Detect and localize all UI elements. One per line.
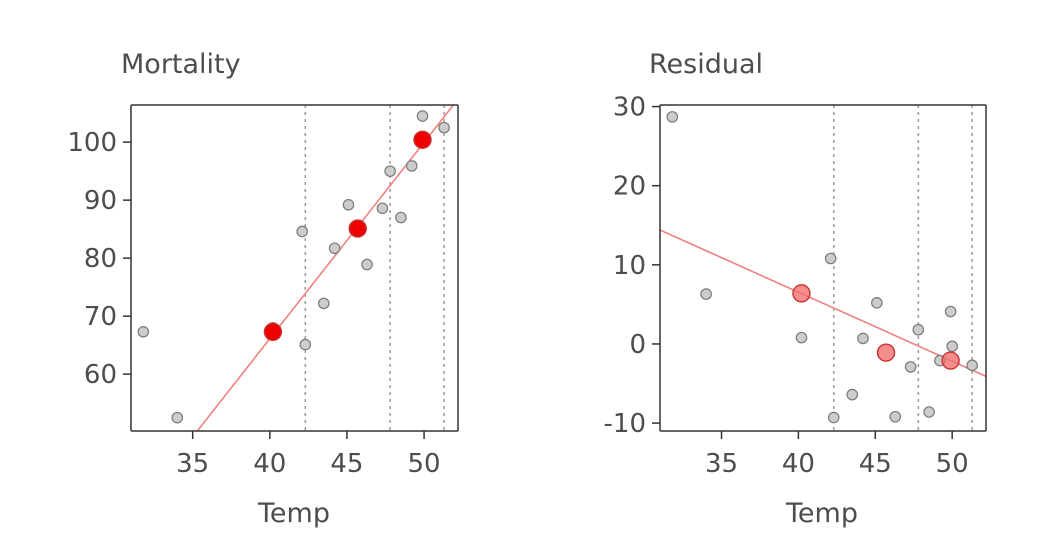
residual-point: [824, 252, 837, 265]
mortality-point: [361, 258, 373, 271]
residual-point: [946, 340, 958, 353]
mortality-highlight-point: [263, 322, 283, 342]
residual-title: Residual: [649, 49, 763, 80]
residual-y-tick-label: -10: [604, 409, 646, 439]
residual-point: [944, 305, 957, 318]
residual-y-tick-label: 20: [613, 172, 646, 202]
mortality-x-tick-label: 50: [408, 449, 441, 479]
residual-x-tick-label: 40: [782, 449, 815, 479]
residual-y-tick-label: 30: [613, 93, 646, 123]
residual-point: [966, 359, 978, 372]
residual-point: [846, 388, 859, 401]
residual-panel: Residual Temp 35 40 45 50 -10 0 10 20 30: [604, 49, 987, 529]
mortality-point: [395, 211, 407, 224]
mortality-fit-line: [196, 105, 455, 431]
mortality-highlight-point: [413, 130, 432, 150]
mortality-point: [416, 110, 429, 122]
mortality-highlight-point: [348, 219, 367, 238]
mortality-point: [296, 225, 309, 238]
residual-point: [912, 323, 925, 336]
mortality-x-tick-label: 35: [176, 449, 209, 479]
residual-y-tick-label: 10: [613, 251, 646, 281]
mortality-point: [405, 160, 418, 172]
mortality-x-tick-label: 45: [330, 449, 363, 479]
residual-x-tick-label: 50: [936, 449, 969, 479]
mortality-y-tick-label: 70: [84, 302, 117, 332]
mortality-point: [137, 326, 150, 338]
mortality-y-tick-label: 60: [84, 360, 117, 390]
mortality-point: [171, 411, 184, 424]
residual-x-tick-label: 45: [859, 449, 892, 479]
residual-x-axis-label: Temp: [785, 498, 858, 529]
mortality-y-tick-label: 90: [84, 186, 117, 216]
residual-point: [871, 297, 883, 309]
residual-x-tick-label: 35: [705, 449, 738, 479]
residual-point: [795, 331, 808, 344]
residual-point: [827, 411, 840, 424]
mortality-panel: Mortality Temp 35 40 45 50 60 70 80 90 100: [67, 49, 459, 529]
mortality-point: [342, 198, 355, 211]
residual-highlight-point: [792, 284, 811, 303]
residual-y-tick-label: 0: [629, 330, 646, 360]
residual-point: [923, 406, 935, 418]
mortality-point: [384, 165, 396, 177]
mortality-point: [328, 242, 341, 255]
residual-point: [666, 111, 679, 123]
residual-point: [904, 361, 917, 373]
mortality-title: Mortality: [121, 49, 241, 80]
residual-fit-line: [660, 229, 986, 378]
residual-highlight-point: [941, 351, 960, 370]
mortality-point: [318, 297, 330, 310]
mortality-y-tick-label: 80: [84, 244, 117, 274]
residual-point: [700, 288, 712, 300]
mortality-point: [376, 202, 389, 215]
residual-point: [889, 410, 902, 423]
mortality-x-tick-label: 40: [253, 449, 286, 479]
residual-highlight-point: [876, 343, 896, 362]
mortality-point: [438, 121, 450, 134]
residual-point: [857, 332, 869, 345]
mortality-x-axis-label: Temp: [257, 498, 330, 529]
mortality-y-tick-label: 100: [67, 128, 117, 158]
mortality-point: [299, 338, 312, 351]
